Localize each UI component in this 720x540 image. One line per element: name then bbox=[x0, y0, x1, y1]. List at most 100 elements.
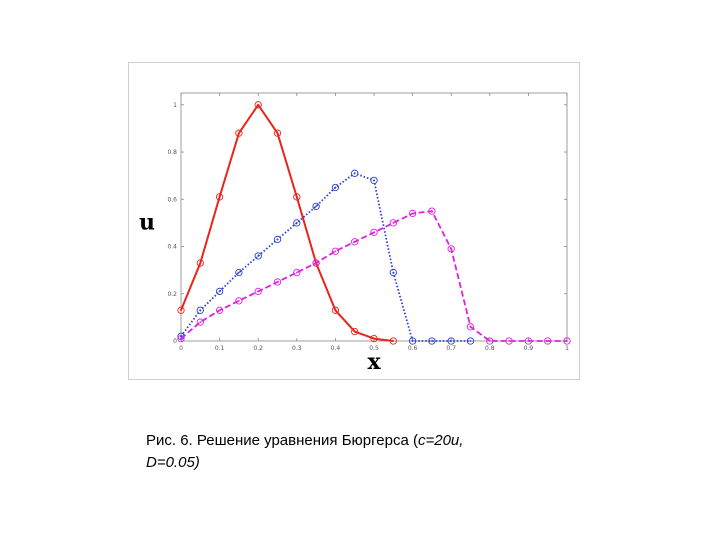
series-3-marker-dot bbox=[238, 299, 240, 302]
series-3-marker-dot bbox=[276, 281, 279, 283]
series-3-marker-dot bbox=[295, 271, 298, 274]
series-2-line bbox=[180, 172, 471, 342]
series-2-marker bbox=[312, 202, 320, 211]
series-1-marker-dot bbox=[276, 132, 279, 135]
series-2-marker-dot bbox=[238, 271, 240, 274]
x-tick-label: 0.8 bbox=[485, 345, 495, 352]
series-3-marker-dot bbox=[450, 247, 453, 250]
series-2-marker-dot bbox=[334, 186, 337, 189]
series-1-marker bbox=[215, 193, 224, 201]
y-tick-label: 0.6 bbox=[167, 196, 177, 203]
series-3-marker-dot bbox=[257, 290, 260, 293]
figure-caption: Рис. 6. Решение уравнения Бюргерса (c=20… bbox=[146, 430, 586, 474]
series-1-marker bbox=[389, 337, 397, 345]
series-2-marker bbox=[428, 337, 436, 345]
series-2-marker bbox=[408, 337, 417, 345]
series-3-marker bbox=[428, 207, 436, 215]
y-tick-label: 0.2 bbox=[167, 291, 177, 298]
series-2-marker-dot bbox=[199, 309, 202, 312]
series-3-marker-dot bbox=[392, 222, 395, 224]
series-2-marker bbox=[447, 337, 455, 345]
series-3-marker bbox=[447, 245, 455, 253]
series-2-marker-dot bbox=[315, 205, 317, 208]
series-2-marker bbox=[331, 183, 340, 192]
x-tick-label: 0.1 bbox=[215, 345, 225, 352]
y-tick-label: 0 bbox=[173, 338, 177, 345]
figure-frame: 0 0.1 0.2 0.3 0.4 0.5 0.6 0.7 0.8 0.9 1 0 0.2 0.4 0.6 0… bbox=[128, 62, 580, 380]
series-1-marker-dot bbox=[180, 309, 182, 312]
series-3-marker-dot bbox=[469, 325, 472, 328]
series-2-marker-dot bbox=[411, 340, 414, 342]
y-tick-label: 0.4 bbox=[167, 244, 177, 251]
series-3-marker bbox=[254, 287, 262, 296]
series-3-marker bbox=[466, 323, 475, 331]
series-3-marker-dot bbox=[508, 340, 510, 342]
series-2-marker-dot bbox=[373, 179, 375, 182]
series-2-marker bbox=[370, 176, 378, 185]
series-1-line bbox=[180, 103, 394, 342]
series-3-marker bbox=[196, 318, 204, 326]
burgers-chart: 0 0.1 0.2 0.3 0.4 0.5 0.6 0.7 0.8 0.9 1 0 0.2 0.4 0.6 0… bbox=[139, 92, 571, 375]
series-3-marker-dot bbox=[199, 321, 202, 324]
series-1-marker bbox=[235, 129, 243, 137]
series-3-marker-dot bbox=[218, 309, 221, 312]
series-3-marker bbox=[486, 337, 494, 345]
x-tick-label: 0.4 bbox=[331, 345, 341, 352]
series-3-marker-dot bbox=[566, 340, 568, 342]
y-tick-label: 1 bbox=[173, 102, 177, 109]
series-2-marker bbox=[273, 235, 282, 244]
series-2-marker-dot bbox=[469, 340, 472, 342]
series-3-marker bbox=[505, 337, 513, 345]
series-1-marker-dot bbox=[199, 262, 202, 264]
series-3-marker-dot bbox=[527, 340, 530, 342]
series-1-marker bbox=[331, 306, 340, 314]
x-tick-label: 0.2 bbox=[253, 345, 263, 352]
series-2-marker bbox=[235, 268, 243, 277]
series-3-marker-dot bbox=[546, 340, 549, 342]
series-3-marker-dot bbox=[373, 231, 375, 234]
series-1-marker bbox=[273, 129, 282, 137]
series-1-marker-dot bbox=[373, 337, 375, 340]
series-2-marker bbox=[351, 169, 359, 177]
series-2-marker bbox=[196, 306, 204, 314]
series-3-marker bbox=[177, 334, 185, 343]
series-1-marker bbox=[177, 306, 185, 314]
series-1-marker-dot bbox=[295, 196, 298, 198]
series-1-marker-dot bbox=[238, 132, 240, 135]
series-3-marker bbox=[293, 268, 301, 277]
series-1-marker bbox=[196, 259, 204, 267]
caption-params: c=20u, bbox=[417, 432, 464, 449]
series-1-marker-dot bbox=[392, 340, 395, 342]
series-2-marker-dot bbox=[392, 271, 395, 274]
series-2-marker bbox=[254, 252, 262, 260]
y-axis-label: u bbox=[139, 209, 155, 235]
series-2-marker bbox=[215, 287, 224, 296]
y-tick-label: 0.8 bbox=[167, 149, 177, 156]
x-tick-label: 0.6 bbox=[408, 345, 418, 352]
series-3-marker bbox=[215, 306, 224, 314]
series-3-marker-dot bbox=[315, 262, 317, 264]
series-2-marker bbox=[293, 219, 301, 227]
x-tick-label: 1 bbox=[565, 345, 569, 352]
x-tick-label: 0 bbox=[179, 345, 183, 352]
series-3-marker-dot bbox=[334, 250, 337, 253]
series-1-marker bbox=[293, 193, 301, 201]
series-2-marker-dot bbox=[450, 340, 453, 342]
series-3-marker-dot bbox=[431, 210, 433, 212]
series-2-marker-dot bbox=[218, 290, 221, 293]
series-3-marker bbox=[235, 297, 243, 305]
series-3-marker bbox=[273, 278, 282, 286]
series-3-marker bbox=[351, 238, 359, 246]
series-3-marker bbox=[524, 337, 533, 345]
series-3-marker bbox=[563, 337, 571, 345]
x-tick-label: 0.9 bbox=[524, 345, 534, 352]
x-axis-label: x bbox=[367, 349, 381, 375]
series-2-marker-dot bbox=[276, 238, 279, 241]
caption-params-2: D=0.05) bbox=[146, 454, 200, 471]
x-tick-label: 0.3 bbox=[292, 345, 302, 352]
x-tick-label: 0.5 bbox=[369, 345, 379, 352]
series-1-marker-dot bbox=[334, 309, 337, 312]
series-2-marker-dot bbox=[295, 222, 298, 224]
series-3-marker bbox=[312, 259, 320, 267]
series-3-marker-dot bbox=[488, 340, 491, 342]
